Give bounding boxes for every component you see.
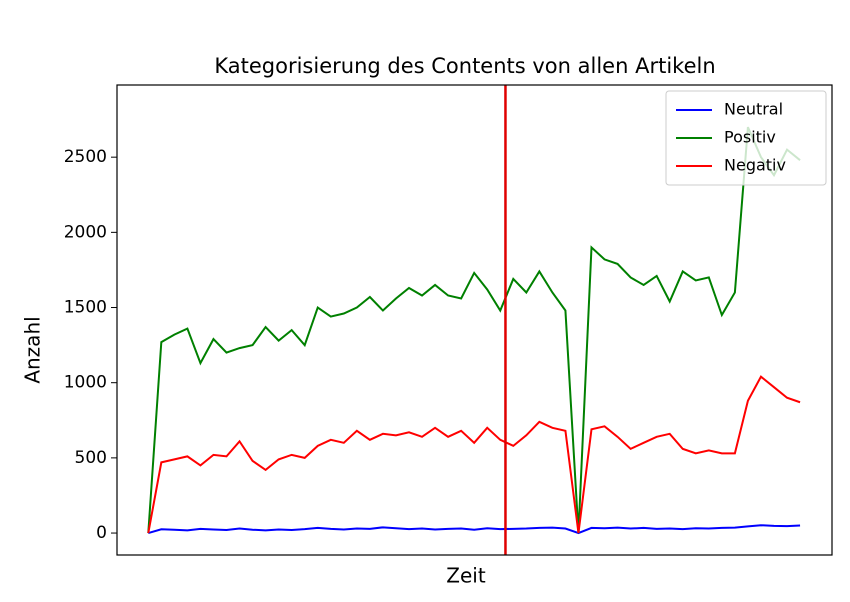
x-axis-label: Zeit bbox=[446, 564, 486, 588]
y-axis-label: Anzahl bbox=[21, 316, 45, 383]
y-tick-label: 2500 bbox=[64, 147, 107, 167]
y-tick-label: 0 bbox=[96, 523, 107, 543]
plot-frame bbox=[116, 84, 833, 556]
line-series bbox=[148, 524, 801, 535]
legend-label: Positiv bbox=[724, 128, 776, 147]
legend-label: Neutral bbox=[724, 100, 783, 119]
legend-box bbox=[665, 90, 827, 186]
legend-label: Negativ bbox=[724, 156, 786, 175]
line-series bbox=[147, 375, 801, 534]
y-tick-label: 2000 bbox=[64, 222, 107, 242]
y-tick-label: 1000 bbox=[64, 373, 107, 393]
y-tick-label: 1500 bbox=[64, 298, 107, 318]
y-tick-label: 500 bbox=[75, 448, 107, 468]
chart-title: Kategorisierung des Contents von allen A… bbox=[214, 54, 715, 78]
line-series bbox=[147, 126, 801, 534]
